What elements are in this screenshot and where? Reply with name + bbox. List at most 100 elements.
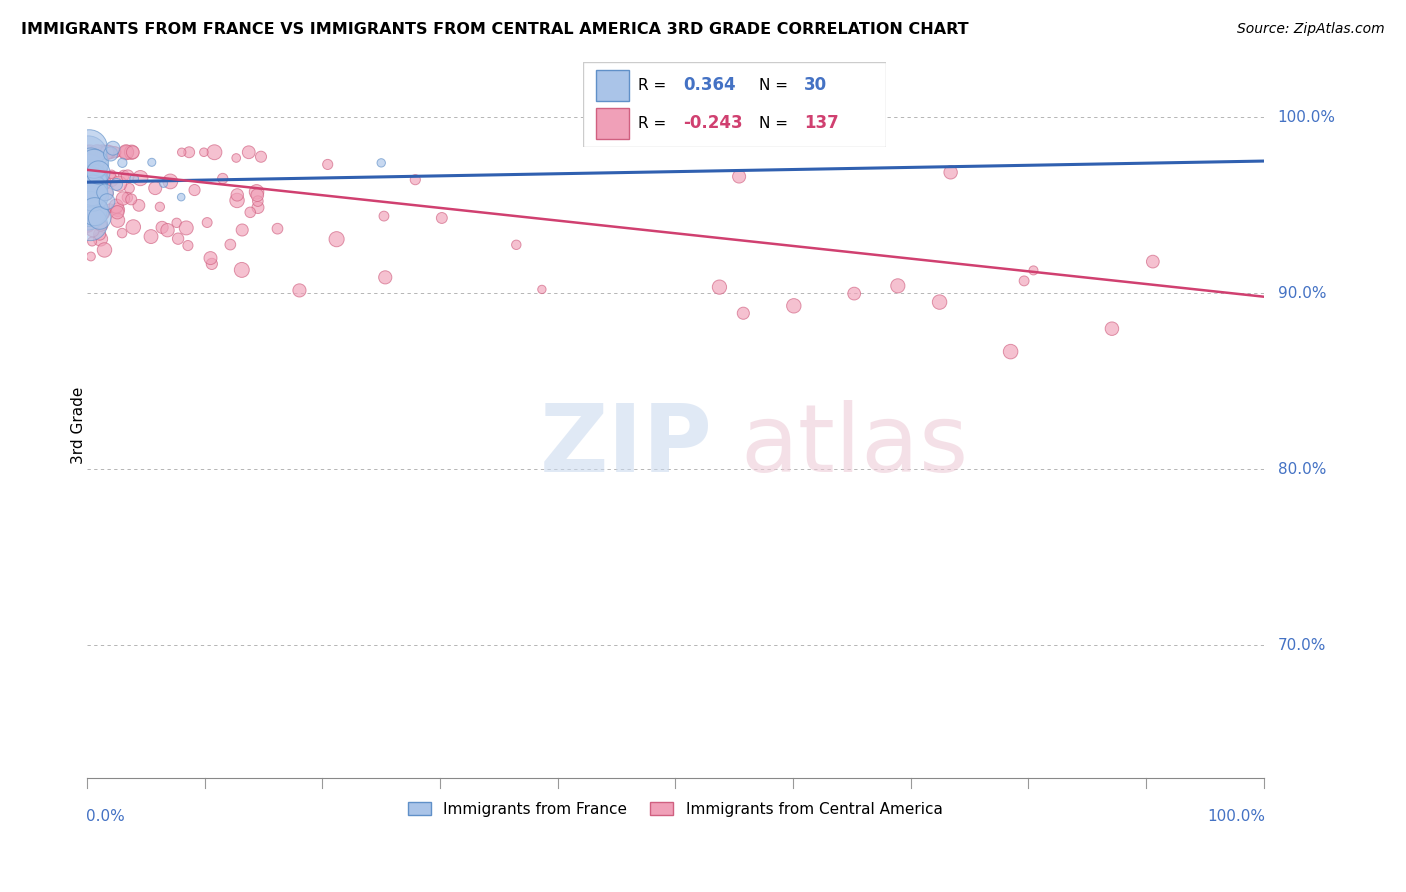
Point bbox=[76, 219, 98, 233]
Point bbox=[101, 141, 124, 155]
Point bbox=[76, 164, 98, 178]
Point bbox=[107, 213, 129, 227]
Point bbox=[84, 145, 107, 160]
Point bbox=[219, 237, 242, 252]
Point bbox=[79, 182, 101, 196]
Point bbox=[83, 169, 105, 183]
Point bbox=[231, 223, 253, 237]
Point bbox=[104, 145, 127, 160]
Point bbox=[91, 219, 114, 233]
Text: N =: N = bbox=[759, 78, 787, 93]
Point bbox=[90, 145, 112, 160]
Point bbox=[288, 284, 311, 298]
Point bbox=[82, 189, 104, 203]
Point bbox=[195, 215, 218, 229]
Point bbox=[250, 150, 273, 164]
Point bbox=[200, 251, 222, 265]
Bar bbox=[596, 108, 628, 139]
Point bbox=[77, 183, 100, 197]
Point bbox=[79, 184, 101, 198]
Point bbox=[89, 211, 111, 225]
Point bbox=[77, 174, 100, 188]
Point bbox=[87, 195, 110, 210]
Point bbox=[79, 178, 101, 192]
Point bbox=[118, 181, 141, 195]
Text: N =: N = bbox=[759, 116, 787, 131]
Point bbox=[246, 188, 269, 202]
Point bbox=[149, 200, 172, 214]
Point bbox=[77, 147, 100, 161]
Point bbox=[177, 238, 200, 252]
Point bbox=[98, 201, 121, 215]
Point bbox=[79, 145, 101, 160]
Point bbox=[94, 204, 117, 219]
Point bbox=[105, 145, 128, 160]
Point bbox=[246, 194, 269, 208]
Point bbox=[76, 219, 98, 233]
Point bbox=[89, 227, 111, 242]
Text: R =: R = bbox=[638, 78, 666, 93]
Point bbox=[83, 194, 105, 208]
Point bbox=[82, 171, 104, 186]
Text: 0.364: 0.364 bbox=[683, 77, 735, 95]
Point bbox=[430, 211, 453, 225]
Point bbox=[170, 190, 193, 204]
Text: 90.0%: 90.0% bbox=[1278, 285, 1326, 301]
Point bbox=[79, 211, 101, 225]
Y-axis label: 3rd Grade: 3rd Grade bbox=[72, 386, 86, 464]
Point bbox=[204, 145, 226, 160]
Point bbox=[226, 194, 249, 208]
Point bbox=[107, 202, 129, 217]
Point bbox=[100, 167, 122, 181]
Point bbox=[90, 219, 112, 233]
Point bbox=[105, 178, 128, 192]
Point bbox=[117, 190, 139, 204]
Point bbox=[79, 209, 101, 223]
Text: 100.0%: 100.0% bbox=[1278, 110, 1336, 125]
Point bbox=[89, 145, 111, 160]
Point bbox=[94, 177, 117, 191]
Point bbox=[183, 183, 205, 197]
Point bbox=[404, 172, 426, 186]
Point bbox=[90, 187, 112, 202]
Point bbox=[530, 282, 553, 296]
Point bbox=[122, 219, 145, 234]
Point bbox=[100, 147, 122, 161]
Point bbox=[1000, 344, 1022, 359]
Point bbox=[96, 186, 118, 201]
Point bbox=[505, 237, 527, 252]
Point bbox=[111, 191, 134, 205]
Point bbox=[76, 175, 98, 189]
Point bbox=[114, 145, 136, 160]
Point bbox=[1142, 254, 1164, 268]
Point bbox=[139, 229, 162, 244]
Text: 80.0%: 80.0% bbox=[1278, 462, 1326, 477]
Point bbox=[76, 145, 98, 160]
Point bbox=[82, 235, 104, 249]
Point bbox=[79, 188, 101, 202]
Point bbox=[76, 185, 98, 199]
Point bbox=[170, 145, 193, 160]
Point bbox=[166, 216, 188, 230]
Point bbox=[86, 145, 108, 160]
Point bbox=[77, 206, 100, 220]
Point bbox=[239, 205, 262, 219]
Point bbox=[117, 169, 139, 184]
Point bbox=[129, 171, 152, 186]
Point bbox=[150, 220, 173, 235]
Point bbox=[141, 155, 163, 169]
Point bbox=[96, 145, 118, 160]
Point bbox=[201, 257, 224, 271]
Point bbox=[76, 153, 98, 168]
Text: 70.0%: 70.0% bbox=[1278, 638, 1326, 653]
Point bbox=[80, 158, 103, 172]
Point bbox=[83, 145, 105, 160]
Point bbox=[167, 232, 190, 246]
Point bbox=[887, 278, 910, 293]
Point bbox=[89, 232, 111, 246]
Point bbox=[783, 299, 806, 313]
Point bbox=[928, 295, 950, 310]
Point bbox=[245, 185, 267, 199]
Point bbox=[325, 232, 347, 246]
Point bbox=[93, 176, 115, 190]
